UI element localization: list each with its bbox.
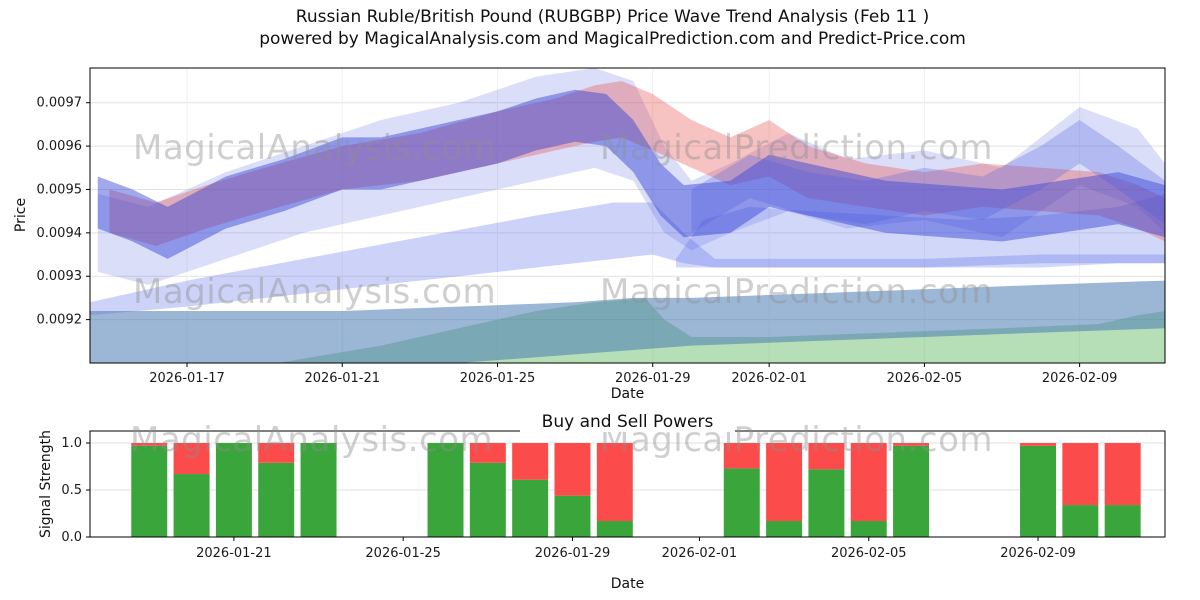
price-xtick-label: 2026-01-25	[460, 371, 536, 386]
buy-bar	[596, 521, 633, 537]
price-band-blue-halo	[97, 68, 1165, 285]
chart-title-line2: powered by MagicalAnalysis.com and Magic…	[259, 29, 966, 49]
buy-bar	[723, 468, 760, 537]
price-band-red-wave	[109, 81, 1165, 246]
bars-xtick-label: 2026-01-29	[535, 546, 611, 561]
price-band-steel-base	[90, 280, 1165, 363]
sell-bar	[766, 443, 803, 522]
sell-bar	[893, 443, 930, 446]
price-plot-border	[89, 67, 1166, 364]
sell-bar	[1020, 443, 1057, 446]
signal-ytick-label: 0.5	[61, 483, 82, 498]
buy-bar	[1020, 445, 1057, 537]
price-ytick-label: 0.0095	[37, 182, 83, 197]
sell-bar	[808, 443, 845, 470]
chart-title-line1: Russian Ruble/British Pound (RUBGBP) Pri…	[295, 7, 930, 27]
price-ytick-label: 0.0097	[37, 96, 83, 111]
buy-bar	[808, 469, 845, 537]
bars-xtick-label: 2026-02-09	[1000, 546, 1076, 561]
price-band-blue-wedge	[90, 202, 1165, 316]
buy-bar	[173, 474, 210, 537]
price-band-blue-wide-right	[676, 193, 1165, 268]
sell-bar	[258, 443, 295, 463]
price-band-blue-right-bump	[691, 120, 1165, 233]
price-xaxis-label: Date	[610, 386, 645, 402]
bars-xaxis-label: Date	[610, 576, 645, 592]
buy-bar	[766, 521, 803, 537]
price-band-blue-main-wave	[97, 89, 1165, 259]
bars-xtick-label: 2026-01-25	[365, 546, 441, 561]
sell-bar	[554, 443, 591, 496]
buy-bar	[850, 521, 887, 537]
buy-bar	[893, 445, 930, 537]
bars-xtick-label: 2026-02-01	[662, 546, 738, 561]
price-ytick-label: 0.0092	[37, 313, 83, 328]
buy-bar	[131, 445, 168, 537]
signal-ytick-label: 1.0	[61, 436, 82, 451]
buy-bar	[427, 443, 464, 537]
chart-title: Russian Ruble/British Pound (RUBGBP) Pri…	[30, 6, 1195, 50]
price-xtick-label: 2026-01-21	[304, 371, 380, 386]
price-xtick-label: 2026-02-05	[887, 371, 963, 386]
sell-bar	[131, 443, 168, 446]
signal-yaxis-label: Signal Strength	[38, 430, 54, 539]
sell-bar	[850, 443, 887, 522]
buy-bar	[1062, 505, 1099, 537]
buy-bar	[300, 443, 337, 537]
price-ytick-label: 0.0096	[37, 139, 83, 154]
signal-ytick-label: 0.0	[61, 530, 82, 545]
buy-bar	[469, 462, 506, 537]
sell-bar	[512, 443, 549, 480]
sell-bar	[723, 443, 760, 469]
buy-bar	[512, 479, 549, 537]
sell-bar	[1104, 443, 1141, 506]
buy-bar	[1104, 505, 1141, 537]
sell-bar	[469, 443, 506, 463]
buy-bar	[258, 462, 295, 537]
price-xtick-label: 2026-01-29	[615, 371, 691, 386]
buy-bar	[554, 495, 591, 537]
price-xtick-label: 2026-01-17	[149, 371, 225, 386]
bars-xtick-label: 2026-02-05	[831, 546, 907, 561]
sell-bar	[173, 443, 210, 475]
price-yaxis-label: Price	[13, 197, 29, 233]
sell-bar	[1062, 443, 1099, 506]
price-xtick-label: 2026-02-01	[731, 371, 807, 386]
sell-bar	[596, 443, 633, 522]
price-bands-group	[90, 68, 1165, 363]
buy-bar	[215, 443, 252, 537]
price-xtick-label: 2026-02-09	[1042, 371, 1118, 386]
price-ytick-label: 0.0094	[37, 226, 83, 241]
price-ytick-label: 0.0093	[37, 269, 83, 284]
bars-xtick-label: 2026-01-21	[196, 546, 272, 561]
